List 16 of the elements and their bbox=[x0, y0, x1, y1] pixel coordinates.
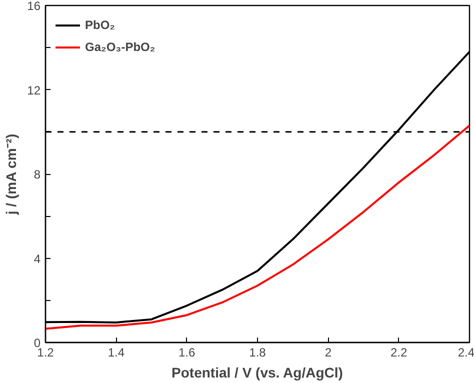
x-tick-label: 1.6 bbox=[178, 346, 196, 360]
line-series bbox=[46, 124, 470, 330]
x-axis-title: Potential / V (vs. Ag/AgCl) bbox=[172, 364, 343, 380]
x-tick-label: 2.2 bbox=[390, 346, 408, 360]
x-tick-label: 2 bbox=[324, 346, 332, 360]
x-tick-label: 1.8 bbox=[249, 346, 266, 360]
y-tick-label: 4 bbox=[34, 252, 41, 266]
y-tick-label: 12 bbox=[27, 83, 41, 98]
legend-label: Ga₂O₃-PbO₂ bbox=[85, 40, 156, 54]
legend-label: PbO₂ bbox=[85, 18, 115, 32]
x-tick-label: 1.2 bbox=[37, 346, 54, 360]
y-tick-label: 16 bbox=[27, 0, 41, 13]
y-axis-title: j / (mA cm⁻²) bbox=[3, 134, 20, 216]
x-tick-label: 1.4 bbox=[108, 346, 125, 360]
y-tick-label: 8 bbox=[34, 168, 41, 182]
x-tick-label: 2.4 bbox=[458, 346, 474, 360]
